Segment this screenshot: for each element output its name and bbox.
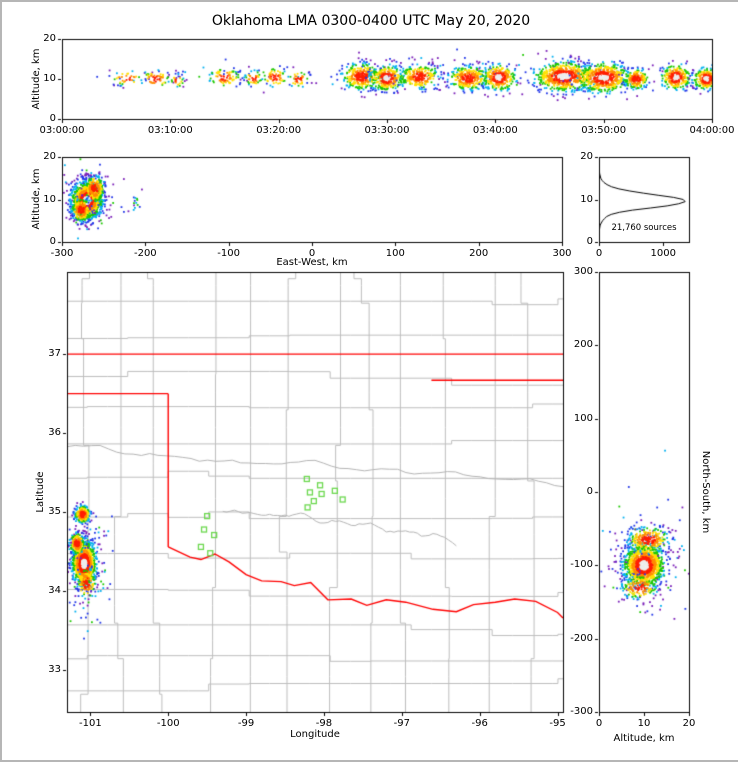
tick-label: -96	[471, 718, 488, 729]
tick-label: -101	[79, 718, 102, 729]
tick-label: 20	[682, 718, 696, 729]
tick-label: 0	[586, 486, 593, 497]
tick-label: 0	[586, 236, 593, 247]
tick-label: 20	[43, 151, 56, 162]
tick-label: 0	[595, 248, 603, 259]
tick-label: 03:50:00	[581, 125, 627, 136]
tick-label: -100	[217, 248, 240, 259]
tick-label: 33	[48, 664, 61, 676]
ns-height-xlabel: Altitude, km	[613, 733, 675, 744]
tick-label: 0	[595, 718, 603, 729]
tick-label: 03:30:00	[364, 125, 410, 136]
tick-label: 10	[43, 73, 56, 84]
tick-label: 20	[580, 151, 593, 162]
tick-label: 200	[469, 248, 489, 259]
tick-label: 10	[43, 193, 56, 205]
tick-label: -300	[570, 706, 593, 717]
tick-label: 200	[573, 339, 593, 351]
tick-label: -98	[315, 718, 333, 729]
ew-height-xlabel: East-West, km	[276, 257, 348, 268]
tick-label: 0	[308, 248, 316, 259]
source-count-annotation: 21,760 sources	[611, 223, 677, 233]
tick-label: 0	[49, 236, 56, 247]
tick-label: -100	[156, 718, 180, 729]
tick-label: 300	[573, 266, 593, 277]
tick-label: -200	[570, 632, 593, 644]
tick-label: -200	[133, 248, 157, 259]
tick-label: 37	[48, 348, 61, 360]
tick-label: 03:20:00	[256, 125, 302, 136]
tick-label: -100	[570, 559, 593, 571]
map-xlabel: Longitude	[290, 729, 340, 740]
tick-label: -99	[237, 718, 255, 729]
tick-label: 35	[48, 506, 61, 518]
tick-label: -97	[393, 718, 410, 729]
tick-label: 04:00:00	[689, 125, 735, 136]
tick-label: 100	[385, 248, 405, 259]
tick-label: 0	[49, 113, 56, 124]
tick-label: 20	[43, 33, 56, 44]
tick-label: 1000	[650, 248, 676, 259]
tick-label: 10	[637, 718, 651, 729]
tick-label: 300	[552, 248, 572, 259]
tick-label: 03:40:00	[472, 125, 518, 136]
tick-label: -95	[549, 718, 566, 729]
figure-title: Oklahoma LMA 0300-0400 UTC May 20, 2020	[211, 13, 531, 29]
tick-label: -300	[50, 248, 74, 259]
tick-label: 34	[48, 585, 61, 597]
tick-label: 03:00:00	[39, 125, 85, 136]
tick-label: 36	[48, 427, 61, 439]
tick-label: 10	[580, 193, 593, 205]
tick-label: 03:10:00	[147, 125, 193, 136]
tick-label: 100	[573, 412, 593, 424]
